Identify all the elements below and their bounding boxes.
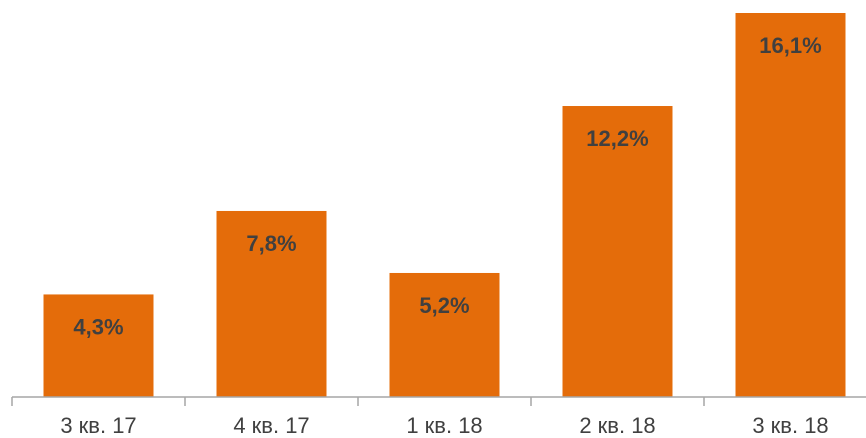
bar-labels-group: 4,3% 7,8% 5,2% 12,2% 16,1% [73,33,821,339]
bar [562,106,673,398]
bar-data-label: 4,3% [73,314,123,339]
bars-group [43,13,846,398]
bar [216,210,327,397]
x-axis [11,396,866,406]
bar-data-label: 12,2% [586,126,648,151]
bar [43,294,154,397]
bar-data-label: 16,1% [759,33,821,58]
x-tick-label: 1 кв. 18 [406,413,482,438]
x-tick-label: 4 кв. 17 [233,413,309,438]
x-tick-label: 3 кв. 17 [60,413,136,438]
bar-data-label: 7,8% [246,231,296,256]
x-tick-label: 2 кв. 18 [579,413,655,438]
bar [735,13,846,397]
bar [389,272,500,397]
x-tick-labels-group: 3 кв. 17 4 кв. 17 1 кв. 18 2 кв. 18 3 кв. 18 [60,413,828,438]
bar-data-label: 5,2% [419,293,469,318]
x-tick-label: 3 кв. 18 [752,413,828,438]
